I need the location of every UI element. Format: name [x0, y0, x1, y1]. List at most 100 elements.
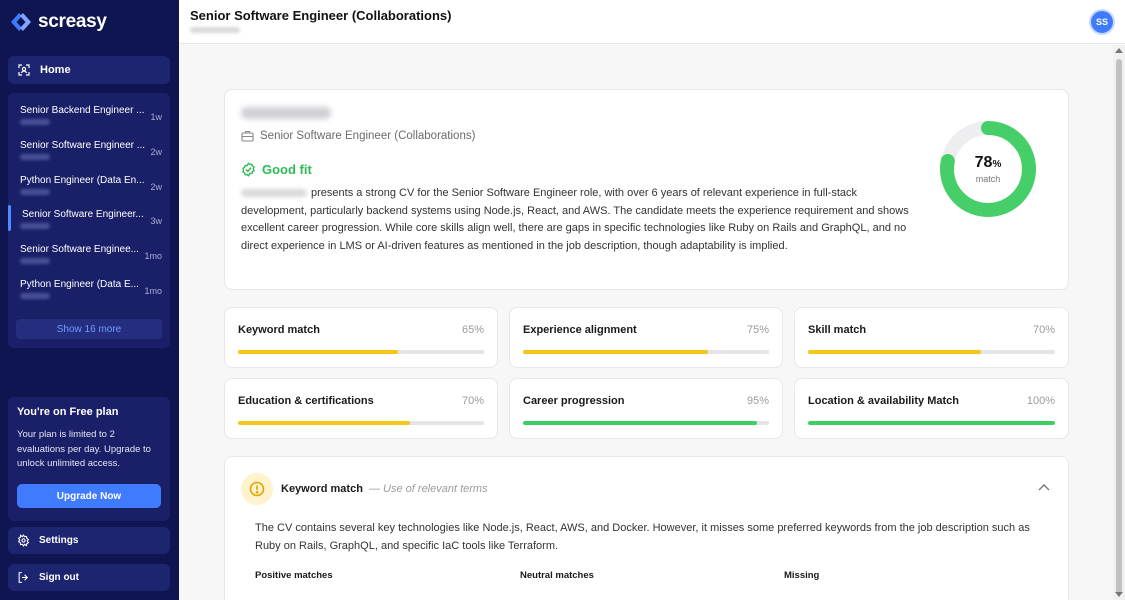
logo-text: screasy — [38, 11, 107, 32]
detail-text: The CV contains several key technologies… — [255, 522, 1030, 552]
metric-value: 95% — [746, 395, 769, 407]
recent-item-age: 1mo — [144, 251, 162, 261]
match-unit: % — [992, 159, 1002, 170]
recent-item-age: 1mo — [144, 286, 162, 296]
plan-description: Your plan is limited to 2 evaluations pe… — [17, 429, 151, 469]
summary-text: presents a strong CV for the Senior Soft… — [241, 187, 909, 252]
recent-item-age: 2w — [150, 182, 162, 192]
page-title: Senior Software Engineer (Collaborations… — [190, 8, 452, 23]
scrollbar[interactable] — [1113, 45, 1125, 600]
recent-item-subtitle-redacted — [20, 154, 50, 160]
detail-title: Keyword match — [281, 483, 363, 495]
top-bar: Senior Software Engineer (Collaborations… — [179, 0, 1125, 44]
scroll-up-arrow-icon[interactable] — [1115, 48, 1123, 53]
gear-icon — [17, 534, 30, 547]
metric-value: 100% — [1026, 395, 1055, 407]
recent-item-subtitle-redacted — [20, 258, 50, 264]
home-label: Home — [40, 64, 71, 76]
recent-item-title: Python Engineer (Data En... — [20, 175, 145, 186]
recent-item-subtitle-redacted — [20, 293, 50, 299]
metric-card: Keyword match 65% — [224, 307, 498, 368]
recent-evaluations: Senior Backend Engineer ... 1w Senior So… — [8, 93, 170, 348]
scan-user-icon — [18, 64, 30, 76]
metric-bar — [808, 421, 1055, 425]
recent-item[interactable]: Senior Software Enginee... 1mo — [8, 236, 170, 266]
recent-item[interactable]: Python Engineer (Data E... 1mo — [8, 271, 170, 301]
sidebar: screasy Home Senior Backend Engineer ...… — [0, 0, 179, 600]
metric-bar — [238, 350, 484, 354]
candidate-role-text: Senior Software Engineer (Collaborations… — [260, 130, 476, 142]
candidate-name-inline-redacted — [241, 189, 307, 198]
show-more-button[interactable]: Show 16 more — [16, 319, 162, 339]
recent-item[interactable]: Python Engineer (Data En... 2w — [8, 167, 170, 197]
metric-bar-fill — [238, 350, 398, 354]
recent-item[interactable]: Senior Software Engineer ... 2w — [8, 132, 170, 162]
metric-bar — [808, 350, 1055, 354]
upgrade-button[interactable]: Upgrade Now — [17, 484, 161, 508]
metric-value: 70% — [461, 395, 484, 407]
keyword-detail-card: Keyword match — Use of relevant terms Th… — [224, 456, 1069, 600]
metric-bar-fill — [808, 421, 1055, 425]
logo-icon — [11, 13, 31, 31]
settings-button[interactable]: Settings — [8, 527, 170, 554]
candidate-card: Senior Software Engineer (Collaborations… — [224, 89, 1069, 290]
warning-badge — [241, 473, 273, 505]
metric-card: Skill match 70% — [794, 307, 1069, 368]
logo[interactable]: screasy — [10, 11, 107, 33]
missing-header: Missing — [784, 570, 820, 581]
recent-item-title: Senior Backend Engineer ... — [20, 105, 145, 116]
recent-item-age: 3w — [150, 216, 162, 226]
plan-title: You're on Free plan — [17, 406, 119, 418]
chevron-up-icon[interactable] — [1038, 483, 1050, 491]
recent-item-title: Senior Software Enginee... — [20, 244, 139, 255]
metric-label: Education & certifications — [238, 395, 374, 407]
briefcase-icon — [241, 130, 254, 142]
candidate-name-redacted — [241, 107, 331, 119]
scroll-down-arrow-icon[interactable] — [1115, 592, 1123, 597]
recent-item-age: 1w — [150, 112, 162, 122]
match-ring-arc — [940, 121, 1036, 217]
warning-icon — [249, 481, 265, 497]
recent-item[interactable]: Senior Backend Engineer ... 1w — [8, 97, 170, 127]
metric-label: Skill match — [808, 324, 867, 336]
metric-card: Career progression 95% — [509, 378, 783, 439]
recent-item-title: Senior Software Engineer ... — [20, 140, 146, 151]
metric-value: 65% — [461, 324, 484, 336]
signout-label: Sign out — [39, 572, 79, 583]
fit-badge: Good fit — [241, 162, 312, 177]
candidate-role: Senior Software Engineer (Collaborations… — [241, 130, 475, 142]
recent-item-subtitle-redacted — [20, 119, 50, 125]
recent-item-title: Python Engineer (Data E... — [20, 279, 139, 290]
logout-icon — [18, 572, 29, 583]
fit-label: Good fit — [262, 162, 312, 177]
recent-item-active[interactable]: Senior Software Engineer... 3w — [8, 201, 170, 231]
avatar[interactable]: SS — [1089, 9, 1115, 35]
recent-item-title: Senior Software Engineer... — [22, 209, 144, 220]
metric-bar-fill — [808, 350, 981, 354]
metric-label: Location & availability Match — [808, 395, 959, 407]
metric-bar — [523, 421, 769, 425]
home-button[interactable]: Home — [8, 56, 170, 84]
match-value: 78% — [938, 154, 1038, 172]
metric-label: Career progression — [523, 395, 625, 407]
check-badge-icon — [242, 162, 255, 177]
match-ring: 78% match — [938, 119, 1038, 219]
scrollbar-thumb[interactable] — [1116, 59, 1122, 594]
settings-label: Settings — [39, 535, 79, 546]
metric-card: Experience alignment 75% — [509, 307, 783, 368]
match-ring-chart — [940, 121, 1036, 217]
match-label: match — [975, 174, 1001, 184]
candidate-summary: presents a strong CV for the Senior Soft… — [241, 185, 917, 255]
metric-bar-fill — [238, 421, 411, 425]
metric-card: Location & availability Match 100% — [794, 378, 1069, 439]
metric-value: 75% — [746, 324, 769, 336]
detail-subtitle: — Use of relevant terms — [369, 483, 488, 495]
metric-card: Education & certifications 70% — [224, 378, 498, 439]
metric-label: Experience alignment — [523, 324, 637, 336]
signout-button[interactable]: Sign out — [8, 564, 170, 591]
recent-item-subtitle-redacted — [20, 189, 50, 195]
positive-matches-header: Positive matches — [255, 570, 333, 581]
metric-bar-fill — [523, 350, 708, 354]
neutral-matches-header: Neutral matches — [520, 570, 594, 581]
metric-bar-fill — [523, 421, 757, 425]
